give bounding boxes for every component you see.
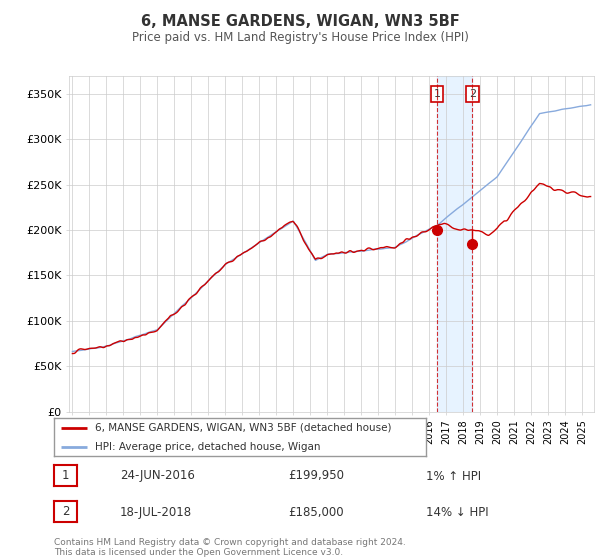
Text: 6, MANSE GARDENS, WIGAN, WN3 5BF: 6, MANSE GARDENS, WIGAN, WN3 5BF [140, 14, 460, 29]
Text: £199,950: £199,950 [288, 469, 344, 483]
Text: 14% ↓ HPI: 14% ↓ HPI [426, 506, 488, 519]
Text: 1: 1 [62, 469, 69, 482]
Text: Contains HM Land Registry data © Crown copyright and database right 2024.
This d: Contains HM Land Registry data © Crown c… [54, 538, 406, 557]
Text: Price paid vs. HM Land Registry's House Price Index (HPI): Price paid vs. HM Land Registry's House … [131, 31, 469, 44]
Text: 2: 2 [469, 89, 476, 99]
Text: 1: 1 [434, 89, 440, 99]
Text: 24-JUN-2016: 24-JUN-2016 [120, 469, 195, 483]
Text: 18-JUL-2018: 18-JUL-2018 [120, 506, 192, 519]
Text: 6, MANSE GARDENS, WIGAN, WN3 5BF (detached house): 6, MANSE GARDENS, WIGAN, WN3 5BF (detach… [95, 423, 391, 433]
Text: 2: 2 [62, 505, 69, 519]
Text: £185,000: £185,000 [288, 506, 344, 519]
Bar [437, 76, 472, 412]
Text: HPI: Average price, detached house, Wigan: HPI: Average price, detached house, Wiga… [95, 442, 320, 452]
Text: 1% ↑ HPI: 1% ↑ HPI [426, 469, 481, 483]
